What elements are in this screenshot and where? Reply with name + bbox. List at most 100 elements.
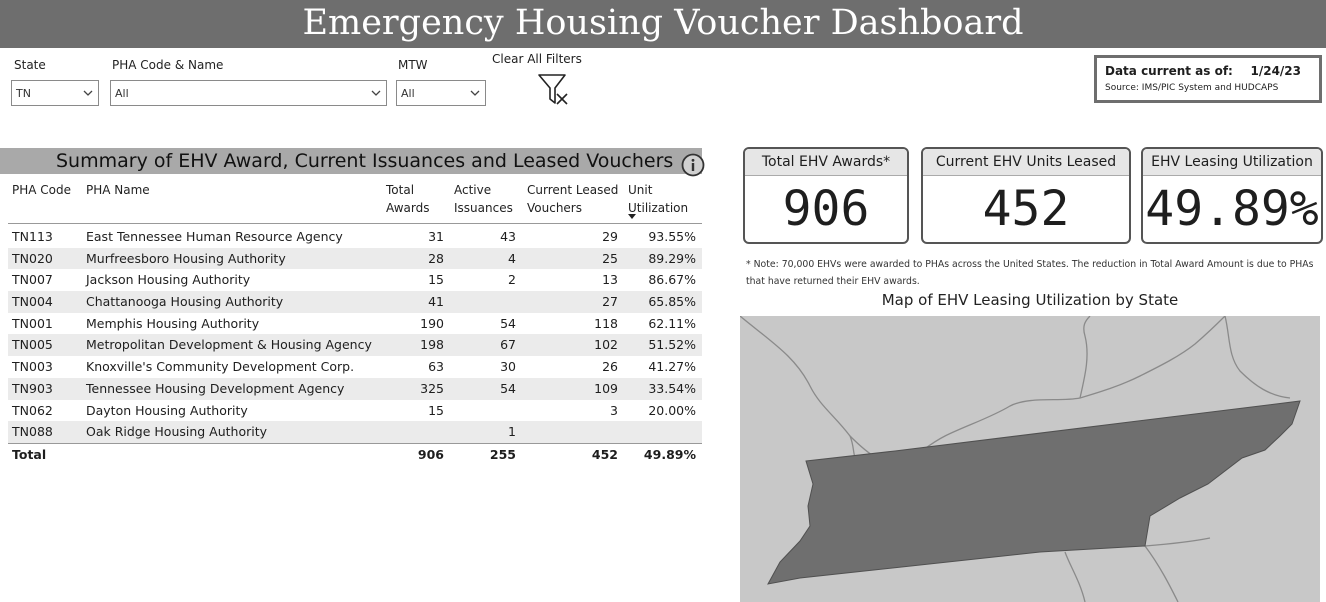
table-row[interactable]: TN113 East Tennessee Human Resource Agenc… <box>8 226 702 248</box>
title-bar: Emergency Housing Voucher Dashboard <box>0 0 1326 48</box>
info-icon[interactable] <box>681 153 705 177</box>
cell-total: 15 <box>428 402 444 418</box>
table-row[interactable]: TN003 Knoxville's Community Development C… <box>8 356 702 378</box>
col-header-util-line2: Utilization <box>628 201 689 215</box>
cell-current: 29 <box>602 229 618 244</box>
cell-code: TN007 <box>12 272 53 288</box>
col-header-current-line1: Current Leased <box>527 183 619 197</box>
cell-total: 63 <box>428 359 444 375</box>
cell-active: 1 <box>508 424 516 440</box>
col-header-total-line1: Total <box>386 183 415 197</box>
cell-current: 118 <box>594 315 618 331</box>
cell-current: 3 <box>610 402 618 418</box>
total-util: 49.89% <box>643 446 696 462</box>
col-header-total[interactable]: Total Awards <box>386 181 429 217</box>
cell-code: TN005 <box>12 337 53 353</box>
cell-total: 41 <box>428 294 444 310</box>
data-current-box: Data current as of: 1/24/23 Source: IMS/… <box>1094 55 1322 103</box>
chevron-down-icon <box>470 90 480 96</box>
cell-active: 54 <box>500 315 516 331</box>
col-header-total-line2: Awards <box>386 201 430 215</box>
cell-active: 43 <box>500 229 516 244</box>
cell-util: 33.54% <box>648 380 696 396</box>
col-header-active-line2: Issuances <box>454 201 513 215</box>
table-row[interactable]: TN004 Chattanooga Housing Authority 41 27 65… <box>8 291 702 313</box>
summary-table-body: TN113 East Tennessee Human Resource Agenc… <box>8 226 702 465</box>
col-header-active-line1: Active <box>454 183 492 197</box>
summary-title: Summary of EHV Award, Current Issuances … <box>56 150 674 172</box>
total-label: Total <box>12 446 47 462</box>
state-borders <box>740 316 1291 602</box>
table-row[interactable]: TN062 Dayton Housing Authority 15 3 20.00% <box>8 400 702 422</box>
cell-current: 27 <box>602 294 618 310</box>
cell-total: 15 <box>428 272 444 288</box>
cell-name: East Tennessee Human Resource Agency <box>86 229 343 244</box>
cell-active: 2 <box>508 272 516 288</box>
cell-code: TN903 <box>12 380 53 396</box>
funnel-clear-icon[interactable] <box>536 72 572 108</box>
cell-current: 13 <box>602 272 618 288</box>
col-header-util-line1: Unit <box>628 183 653 197</box>
map-title: Map of EHV Leasing Utilization by State <box>881 291 1179 309</box>
cell-total: 28 <box>428 250 444 266</box>
cell-code: TN062 <box>12 402 53 418</box>
state-shape-tn[interactable] <box>767 400 1301 585</box>
table-row[interactable]: TN001 Memphis Housing Authority 190 54 118 62… <box>8 313 702 335</box>
table-row[interactable]: TN007 Jackson Housing Authority 15 2 13 86.67… <box>8 269 702 291</box>
header-divider <box>8 223 702 224</box>
kpi-total-awards: Total EHV Awards* 906 <box>743 147 909 244</box>
cell-name: Dayton Housing Authority <box>86 402 248 418</box>
col-header-name[interactable]: PHA Name <box>86 183 150 197</box>
cell-active: 4 <box>508 250 516 266</box>
col-header-current-line2: Vouchers <box>527 201 582 215</box>
mtw-filter-select[interactable]: All <box>396 80 486 106</box>
cell-name: Chattanooga Housing Authority <box>86 294 284 310</box>
kpi-awards-value: 906 <box>782 181 870 237</box>
table-row[interactable]: TN903 Tennessee Housing Development Agenc… <box>8 377 702 400</box>
cell-current: 26 <box>602 359 618 375</box>
cell-code: TN001 <box>12 315 53 331</box>
col-header-current[interactable]: Current Leased Vouchers <box>527 181 618 217</box>
pha-filter-value: All <box>115 86 129 100</box>
data-current-date: 1/24/23 <box>1250 64 1301 78</box>
table-row[interactable]: TN088 Oak Ridge Housing Authority 1 <box>8 421 702 443</box>
table-row[interactable]: TN020 Murfreesboro Housing Authority 28 4 25… <box>8 247 702 270</box>
cell-name: Oak Ridge Housing Authority <box>86 424 268 440</box>
cell-total: 325 <box>420 380 444 396</box>
col-header-util[interactable]: Unit Utilization <box>628 181 688 217</box>
state-map[interactable] <box>740 316 1320 602</box>
kpi-divider <box>923 175 1129 176</box>
cell-name: Knoxville's Community Development Corp. <box>86 359 355 375</box>
cell-util: 62.11% <box>648 315 696 331</box>
page-title: Emergency Housing Voucher Dashboard <box>302 3 1024 43</box>
table-row[interactable]: TN005 Metropolitan Development & Housing … <box>8 334 702 357</box>
kpi-utilization-label: EHV Leasing Utilization <box>1143 149 1321 175</box>
cell-active: 30 <box>500 359 516 375</box>
data-source: Source: IMS/PIC System and HUDCAPS <box>1105 83 1279 93</box>
mtw-filter-label: MTW <box>398 58 428 72</box>
total-active: 255 <box>489 446 516 462</box>
cell-active: 67 <box>500 337 516 353</box>
cell-util: 86.67% <box>648 272 696 288</box>
col-header-code[interactable]: PHA Code <box>12 183 72 197</box>
cell-code: TN004 <box>12 294 53 310</box>
kpi-awards-label: Total EHV Awards* <box>745 149 907 175</box>
clear-filters-label[interactable]: Clear All Filters <box>492 52 582 66</box>
col-header-active[interactable]: Active Issuances <box>454 181 513 217</box>
cell-util: 20.00% <box>648 402 696 418</box>
cell-name: Jackson Housing Authority <box>86 272 251 288</box>
cell-name: Murfreesboro Housing Authority <box>86 250 286 266</box>
chevron-down-icon <box>83 90 93 96</box>
cell-current: 25 <box>602 250 618 266</box>
cell-active: 54 <box>500 380 516 396</box>
awards-note: * Note: 70,000 EHVs were awarded to PHAs… <box>746 259 1314 287</box>
state-filter-select[interactable]: TN <box>11 80 99 106</box>
cell-code: TN003 <box>12 359 53 375</box>
pha-filter-select[interactable]: All <box>110 80 387 106</box>
kpi-divider <box>1143 175 1321 176</box>
cell-total: 190 <box>420 315 444 331</box>
pha-filter-label: PHA Code & Name <box>112 58 224 72</box>
cell-total: 198 <box>420 337 444 353</box>
cell-code: TN088 <box>12 424 53 440</box>
total-current: 452 <box>591 446 618 462</box>
